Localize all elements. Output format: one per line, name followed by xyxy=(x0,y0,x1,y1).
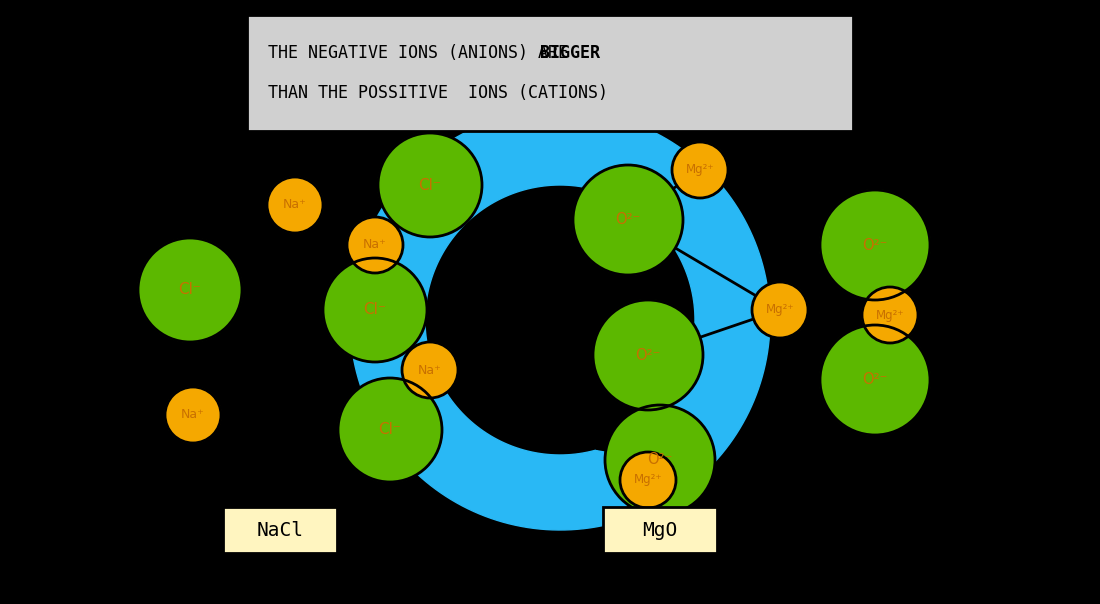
Circle shape xyxy=(593,300,703,410)
Text: O²⁻: O²⁻ xyxy=(647,452,673,467)
Text: Cl⁻: Cl⁻ xyxy=(419,178,441,193)
Circle shape xyxy=(605,405,715,515)
Circle shape xyxy=(165,387,221,443)
Polygon shape xyxy=(595,451,632,523)
Text: THE NEGATIVE IONS (ANIONS) ARE: THE NEGATIVE IONS (ANIONS) ARE xyxy=(268,44,578,62)
Circle shape xyxy=(267,177,323,233)
Polygon shape xyxy=(605,431,681,492)
Text: Cl⁻: Cl⁻ xyxy=(378,423,402,437)
Text: MgO: MgO xyxy=(642,521,678,539)
Text: O²⁻: O²⁻ xyxy=(615,213,640,228)
Text: O²⁻: O²⁻ xyxy=(862,237,888,252)
Polygon shape xyxy=(595,451,615,523)
Text: Cl⁻: Cl⁻ xyxy=(364,303,386,318)
FancyBboxPatch shape xyxy=(223,507,337,553)
Text: THAN THE POSSITIVE  IONS (CATIONS): THAN THE POSSITIVE IONS (CATIONS) xyxy=(268,84,608,102)
Text: BIGGER: BIGGER xyxy=(540,44,600,62)
FancyBboxPatch shape xyxy=(603,507,717,553)
Text: Cl⁻: Cl⁻ xyxy=(178,283,201,298)
Text: Mg²⁺: Mg²⁺ xyxy=(634,474,662,486)
Polygon shape xyxy=(595,451,647,523)
Circle shape xyxy=(573,165,683,275)
Circle shape xyxy=(752,282,808,338)
Circle shape xyxy=(672,142,728,198)
Text: Mg²⁺: Mg²⁺ xyxy=(876,309,904,321)
Circle shape xyxy=(346,217,403,273)
Text: O²⁻: O²⁻ xyxy=(636,347,661,362)
Text: Na⁺: Na⁺ xyxy=(363,239,387,251)
Text: Na⁺: Na⁺ xyxy=(418,364,442,376)
Text: O²⁻: O²⁻ xyxy=(862,373,888,388)
Circle shape xyxy=(338,378,442,482)
Text: NaCl: NaCl xyxy=(256,521,304,539)
Text: Mg²⁺: Mg²⁺ xyxy=(766,303,794,316)
Polygon shape xyxy=(595,451,659,523)
Polygon shape xyxy=(595,451,619,523)
Circle shape xyxy=(620,452,676,508)
Circle shape xyxy=(820,325,930,435)
Text: Na⁺: Na⁺ xyxy=(283,199,307,211)
Polygon shape xyxy=(350,110,770,530)
Circle shape xyxy=(402,342,458,398)
Circle shape xyxy=(820,190,930,300)
Circle shape xyxy=(323,258,427,362)
Circle shape xyxy=(378,133,482,237)
Circle shape xyxy=(862,287,918,343)
FancyBboxPatch shape xyxy=(248,15,852,131)
Text: Na⁺: Na⁺ xyxy=(182,408,205,422)
Circle shape xyxy=(138,238,242,342)
Text: Mg²⁺: Mg²⁺ xyxy=(685,164,714,176)
